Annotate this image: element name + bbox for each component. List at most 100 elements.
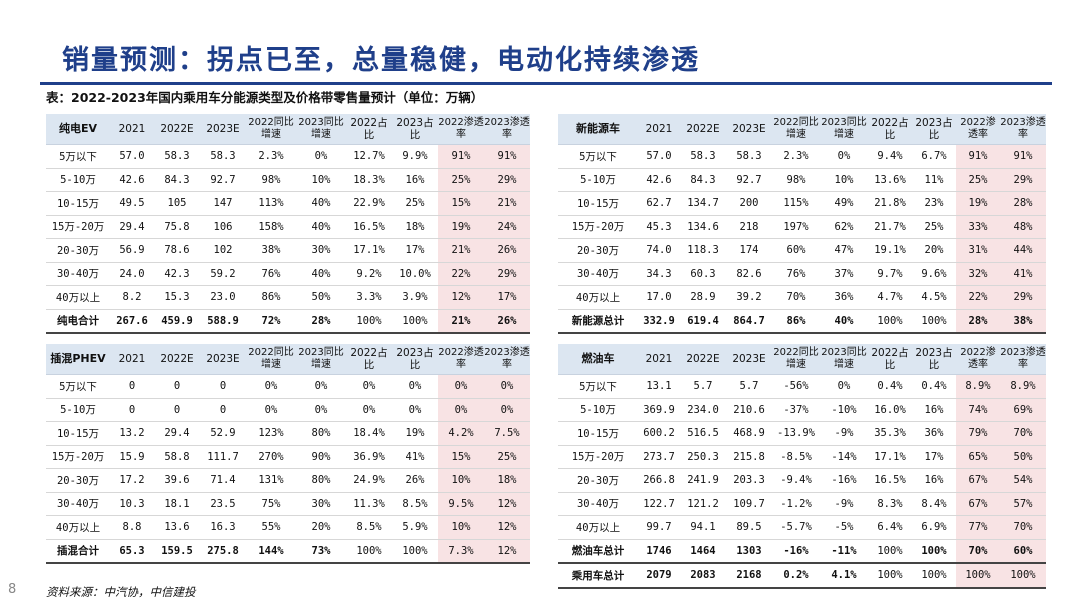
table-cell: 0%: [246, 398, 296, 422]
column-header: 2022占比: [868, 114, 912, 145]
table-cell: 0: [154, 398, 200, 422]
table-cell: 34.3: [638, 262, 680, 286]
table-cell: 29.4: [154, 421, 200, 446]
table-cell: 864.7: [726, 309, 772, 334]
table-cell: 158%: [246, 215, 296, 239]
table-cell: 0: [110, 374, 154, 399]
table-cell: 9.6%: [912, 262, 956, 286]
total-row: 燃油车总计 1746 1464 1303 -16% -11% 100% 100% 70% 60%: [558, 539, 1046, 564]
table-cell: 40%: [296, 191, 346, 216]
table-row: 10-15万 600.2 516.5 468.9 -13.9% -9% 35.3% 36% 79…: [558, 421, 1046, 446]
table-cell: 65.3: [110, 539, 154, 564]
table-cell: 21%: [484, 191, 530, 216]
table-cell: 9.4%: [868, 144, 912, 169]
table-cell: 56.9: [110, 238, 154, 263]
table-cell: 74%: [956, 398, 1000, 422]
table-cell: 5.7: [726, 374, 772, 399]
row-label: 5万以下: [558, 374, 638, 399]
row-label: 10-15万: [558, 191, 638, 216]
table-cell: 89.5: [726, 515, 772, 540]
table-cell: 60.3: [680, 262, 726, 286]
table-cell: 19%: [956, 191, 1000, 216]
table-cell: 18.4%: [346, 421, 392, 446]
table-cell: -13.9%: [772, 421, 820, 446]
table-cell: 2.3%: [772, 144, 820, 169]
table-cell: 82.6: [726, 262, 772, 286]
table-cell: 6.9%: [912, 515, 956, 540]
table-cell: 516.5: [680, 421, 726, 446]
table-cell: 38%: [1000, 309, 1046, 334]
table-cell: 9.7%: [868, 262, 912, 286]
table-cell: 30%: [296, 492, 346, 516]
row-label: 20-30万: [46, 468, 110, 493]
table-cell: 25%: [392, 191, 438, 216]
table-row: 40万以上 8.8 13.6 16.3 55% 20% 8.5% 5.9% 10% 12%: [46, 515, 530, 540]
table-cell: 1464: [680, 539, 726, 564]
table-cell: 13.2: [110, 421, 154, 446]
table-cell: 98%: [246, 168, 296, 192]
table-cell: 17%: [912, 445, 956, 469]
column-header: 2023占比: [912, 344, 956, 375]
table-cell: 8.8: [110, 515, 154, 540]
phev-table: 插混PHEV 2021 2022E 2023E 2022同比增速 2023同比增速 2022…: [46, 344, 530, 564]
table-cell: 50%: [1000, 445, 1046, 469]
column-header: 2023同比增速: [296, 344, 346, 375]
table-cell: 332.9: [638, 309, 680, 334]
table-cell: 28%: [296, 309, 346, 334]
table-cell: 76%: [772, 262, 820, 286]
table-cell: 75.8: [154, 215, 200, 239]
row-label: 5-10万: [558, 168, 638, 192]
column-header: 2022同比增速: [772, 114, 820, 145]
table-cell: 234.0: [680, 398, 726, 422]
table-cell: 270%: [246, 445, 296, 469]
table-cell: 21%: [438, 309, 484, 334]
table-cell: 5.7: [680, 374, 726, 399]
row-label: 5-10万: [46, 398, 110, 422]
table-cell: -16%: [820, 468, 868, 493]
table-cell: 17.1%: [346, 238, 392, 263]
table-cell: 0.4%: [912, 374, 956, 399]
table-cell: 8.4%: [912, 492, 956, 516]
table-cell: 10%: [820, 168, 868, 192]
table-cell: 10%: [438, 468, 484, 493]
column-header: 2023占比: [912, 114, 956, 145]
row-label: 15万-20万: [558, 215, 638, 239]
table-cell: 73%: [296, 539, 346, 564]
table-cell: 60%: [772, 238, 820, 263]
table-cell: 7.5%: [484, 421, 530, 446]
table-cell: 49.5: [110, 191, 154, 216]
table-cell: 42.6: [638, 168, 680, 192]
column-header: 2023占比: [392, 114, 438, 145]
row-label: 5万以下: [46, 144, 110, 169]
table-cell: 23%: [912, 191, 956, 216]
table-cell: 6.7%: [912, 144, 956, 169]
table-cell: 7.3%: [438, 539, 484, 564]
table-cell: 78.6: [154, 238, 200, 263]
table-cell: 8.9%: [1000, 374, 1046, 399]
row-label: 插混合计: [46, 539, 110, 564]
table-cell: 122.7: [638, 492, 680, 516]
table-cell: 58.3: [726, 144, 772, 169]
row-label: 燃油车总计: [558, 539, 638, 564]
table-cell: 41%: [392, 445, 438, 469]
row-label: 40万以上: [558, 285, 638, 310]
table-cell: 159.5: [154, 539, 200, 564]
table-cell: 65%: [956, 445, 1000, 469]
table-cell: 619.4: [680, 309, 726, 334]
table-cell: 2079: [638, 563, 680, 589]
table-cell: 0: [200, 374, 246, 399]
table-cell: 67%: [956, 492, 1000, 516]
table-cell: 100%: [346, 309, 392, 334]
row-label: 20-30万: [558, 468, 638, 493]
table-cell: 71.4: [200, 468, 246, 493]
table-cell: 62%: [820, 215, 868, 239]
table-cell: 80%: [296, 468, 346, 493]
table-cell: 9.2%: [346, 262, 392, 286]
row-label: 5万以下: [46, 374, 110, 399]
table-cell: 12%: [484, 515, 530, 540]
row-label: 纯电合计: [46, 309, 110, 334]
table-cell: 21%: [438, 238, 484, 263]
table-cell: -11%: [820, 539, 868, 564]
table-caption: 表：2022-2023年国内乘用车分能源类型及价格带零售量预计（单位：万辆）: [46, 90, 484, 105]
row-label: 10-15万: [558, 421, 638, 446]
